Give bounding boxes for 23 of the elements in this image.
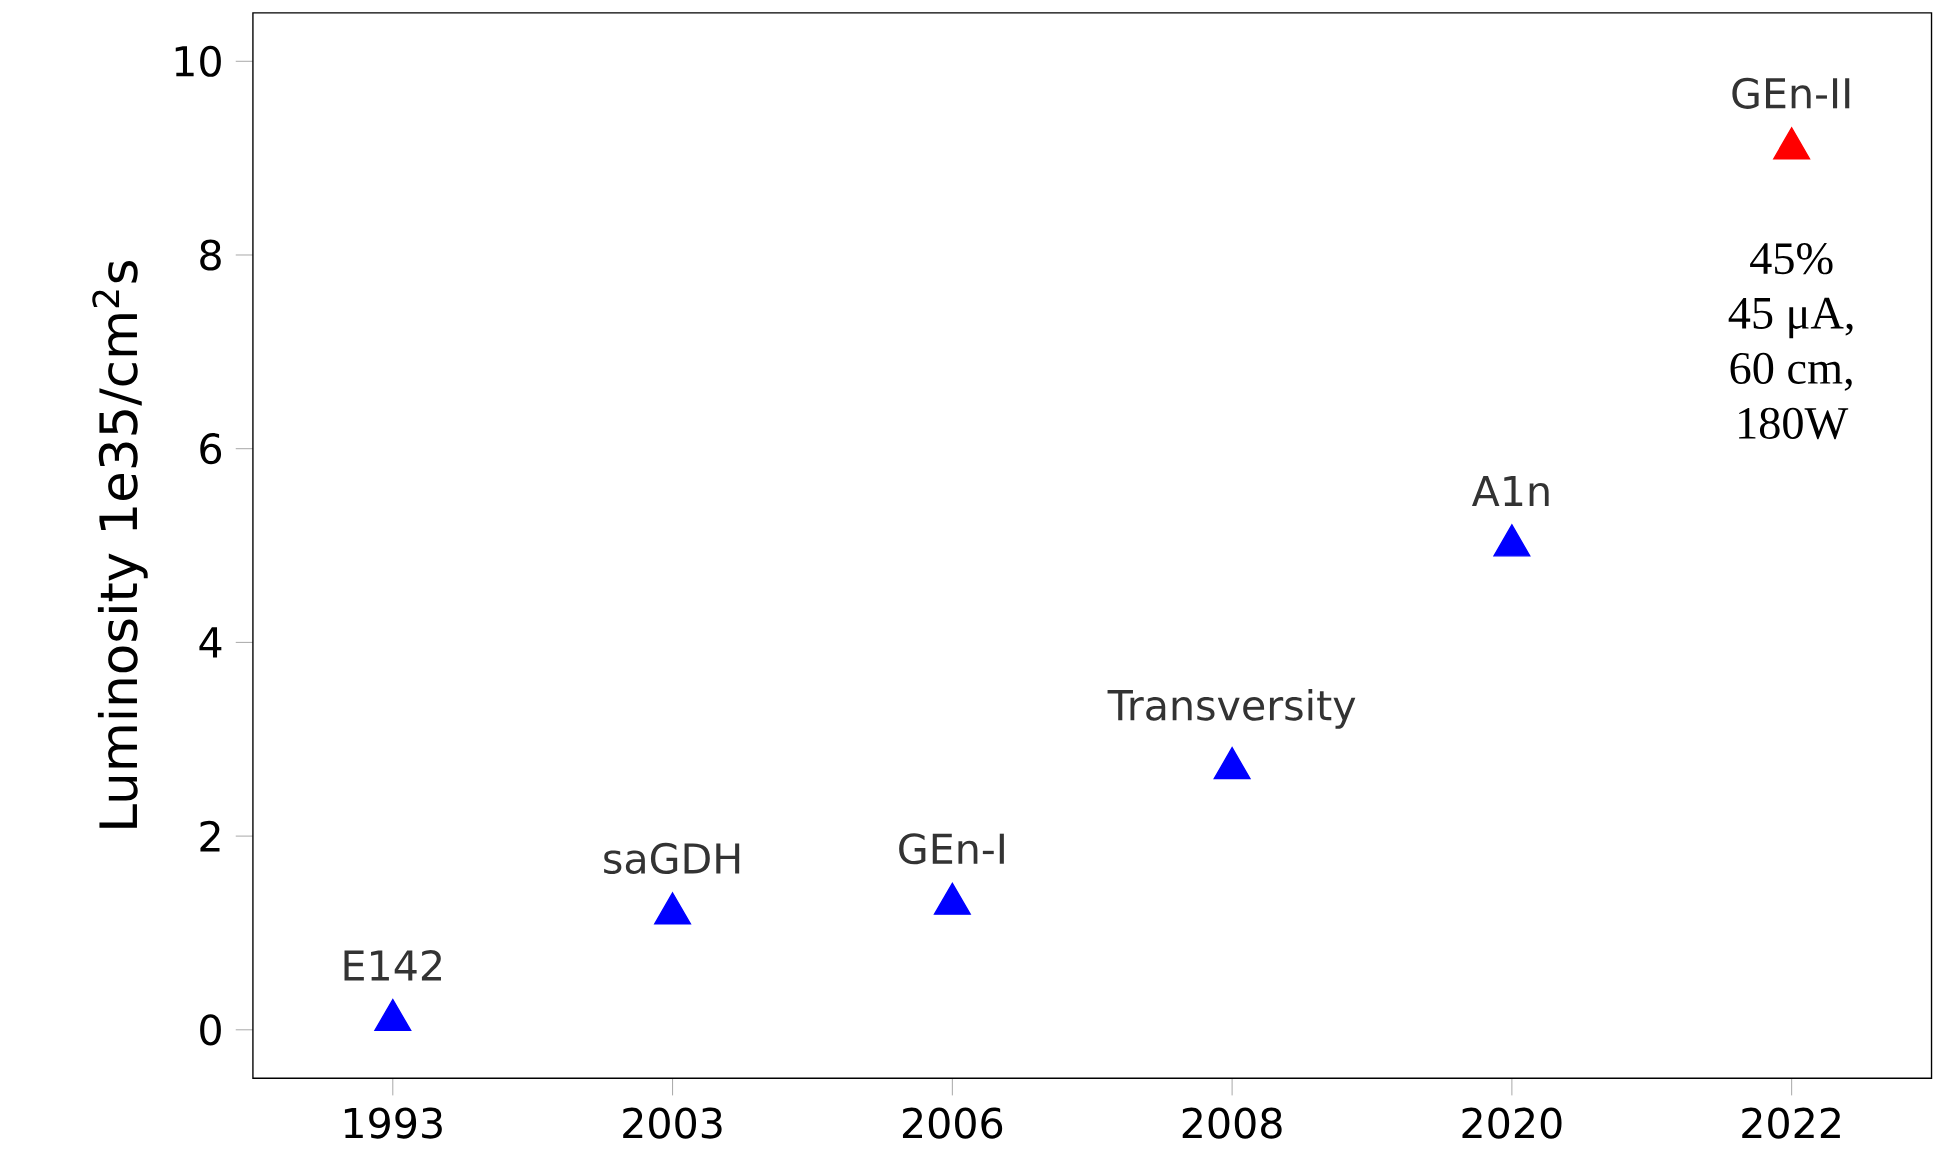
- x-tick-label: 2003: [623, 1107, 722, 1139]
- y-tick-label: 2: [200, 820, 220, 852]
- annotation: 45 μA,: [1728, 297, 1853, 339]
- annotation: 60 cm,: [1730, 352, 1852, 391]
- y-tick-label: 0: [200, 1014, 221, 1046]
- y-tick-label: 10: [175, 45, 221, 77]
- x-tick-label: 2006: [902, 1107, 1003, 1139]
- y-tick-label: 4: [199, 627, 222, 658]
- x-tick-label: 1993: [344, 1107, 442, 1139]
- series-label: GEn-I: [899, 833, 1004, 865]
- annotation: 180W: [1739, 407, 1849, 440]
- series-label: E142: [344, 949, 441, 981]
- x-tick-label: 2020: [1462, 1107, 1562, 1139]
- y-axis-title: Luminosity 1e35/cm$^{2}$s: [92, 260, 148, 828]
- y-tick-label: 6: [200, 433, 222, 465]
- series-label: Transversity: [1107, 688, 1356, 729]
- series-label: GEn-II: [1732, 77, 1850, 109]
- x-tick-label: 2008: [1182, 1107, 1282, 1139]
- annotation: 45%: [1750, 242, 1833, 275]
- x-tick-label: 2022: [1742, 1107, 1840, 1139]
- series-label: saGDH: [604, 842, 740, 875]
- series-label: A1n: [1471, 475, 1549, 506]
- y-tick-label: 8: [200, 239, 221, 271]
